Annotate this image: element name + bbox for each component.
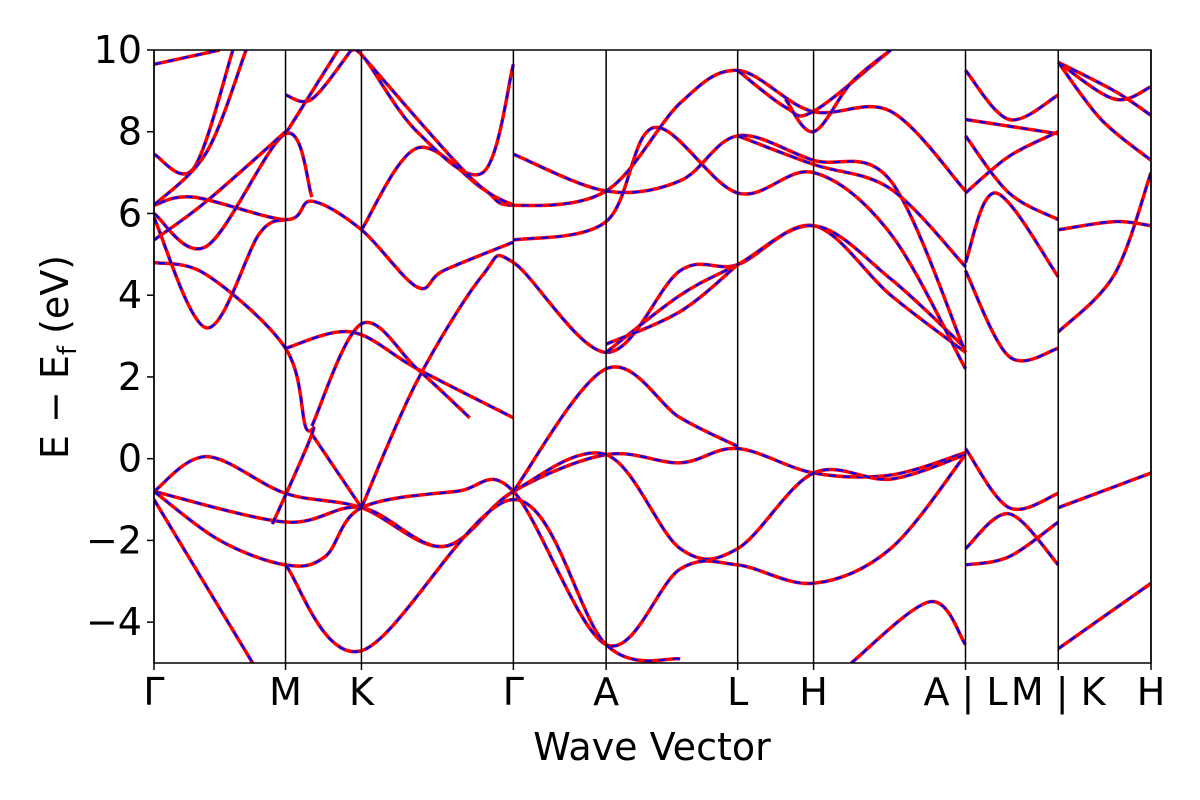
band-line-blue	[737, 50, 892, 118]
band-line-blue	[284, 50, 340, 135]
band-line-blue	[154, 451, 966, 561]
band-line-blue	[964, 512, 1060, 566]
band-line-blue	[285, 50, 353, 103]
band-line-blue	[965, 521, 1059, 566]
x-tick-label: K	[349, 670, 375, 714]
y-axis-title-main: E − E	[33, 355, 77, 459]
band-line-blue	[154, 217, 287, 329]
x-tick-label: A | L	[923, 670, 1007, 715]
band-line-blue	[360, 69, 967, 231]
band-line-blue	[964, 130, 1059, 194]
band-line-blue	[1058, 220, 1151, 231]
band-line-blue	[964, 191, 1060, 278]
band-line-blue	[284, 498, 681, 662]
band-line-blue	[964, 270, 1059, 362]
y-tick-label: 0	[118, 437, 142, 481]
band-line-blue	[310, 321, 471, 427]
band-line-red	[284, 50, 353, 104]
x-tick-label: M | K	[1011, 670, 1107, 715]
band-line-blue	[1057, 61, 1151, 162]
band-line-blue	[737, 134, 967, 268]
band-line-blue	[605, 224, 967, 354]
band-line-blue	[512, 365, 739, 493]
y-axis-title-unit: (eV)	[33, 255, 77, 346]
band-line-blue	[285, 330, 514, 419]
x-tick-label: H	[1137, 670, 1166, 714]
band-line-blue	[363, 57, 515, 207]
band-line-red	[513, 125, 968, 370]
y-tick-label: −2	[86, 518, 142, 562]
band-line-blue	[605, 263, 739, 346]
band-line-red	[964, 447, 1059, 512]
band-line-blue	[784, 50, 892, 133]
bands-layer	[154, 50, 1151, 663]
x-tick-label: Γ	[143, 670, 164, 714]
band-line-red	[310, 320, 471, 427]
band-line-blue	[154, 130, 287, 241]
band-line-red	[964, 130, 1060, 195]
band-line-blue	[964, 447, 1059, 511]
band-line-red	[154, 50, 235, 176]
band-line-red	[964, 69, 1060, 122]
band-line-red	[783, 50, 892, 134]
band-line-blue	[154, 50, 248, 207]
band-line-red	[360, 68, 967, 231]
band-line-blue	[513, 126, 967, 370]
y-tick-label: 10	[94, 28, 142, 72]
band-line-blue	[850, 600, 967, 663]
x-tick-label: H	[799, 670, 828, 714]
band-line-red	[1056, 61, 1151, 162]
band-line-blue	[360, 224, 967, 509]
x-tick-label: A	[593, 670, 619, 714]
band-line-red	[1057, 172, 1151, 334]
band-line-red	[963, 269, 1059, 363]
plot-frame	[153, 49, 1152, 664]
band-line-blue	[964, 135, 1059, 221]
band-line-red	[154, 50, 248, 207]
x-tick-label: Γ	[503, 670, 524, 714]
high-symmetry-lines	[153, 50, 1152, 663]
x-tick-label: M	[269, 670, 302, 714]
band-line-blue	[154, 447, 966, 548]
y-tick-label: 8	[118, 110, 142, 154]
y-axis-title: E − Ef (eV)	[33, 255, 83, 459]
band-line-blue	[1057, 61, 1151, 117]
band-line-red	[605, 223, 967, 354]
band-line-blue	[1057, 61, 1151, 101]
y-tick-label: 4	[118, 273, 142, 317]
x-tick-label: L	[727, 670, 748, 714]
band-line-red	[850, 599, 967, 663]
band-line-blue	[154, 195, 514, 290]
y-axis-ticks: −4 −2 0 2 4 6 8 10	[86, 28, 154, 644]
band-line-blue	[154, 261, 315, 525]
y-tick-label: −4	[86, 600, 142, 644]
band-line-blue	[1057, 471, 1151, 509]
band-line-blue	[154, 498, 254, 663]
band-line-blue	[310, 433, 363, 509]
band-line-blue	[350, 50, 515, 176]
band-line-red	[965, 520, 1060, 567]
band-line-blue	[1057, 582, 1151, 650]
band-line-blue	[154, 50, 234, 176]
y-tick-label: 6	[118, 191, 142, 235]
band-line-red	[154, 131, 314, 251]
band-line-blue	[1057, 172, 1151, 333]
band-line-blue	[154, 50, 221, 66]
band-line-blue	[964, 69, 1059, 121]
y-axis-title-subscript: f	[53, 345, 83, 355]
y-tick-label: 2	[118, 355, 142, 399]
band-line-blue	[154, 132, 313, 250]
x-axis-title: Wave Vector	[533, 725, 771, 769]
